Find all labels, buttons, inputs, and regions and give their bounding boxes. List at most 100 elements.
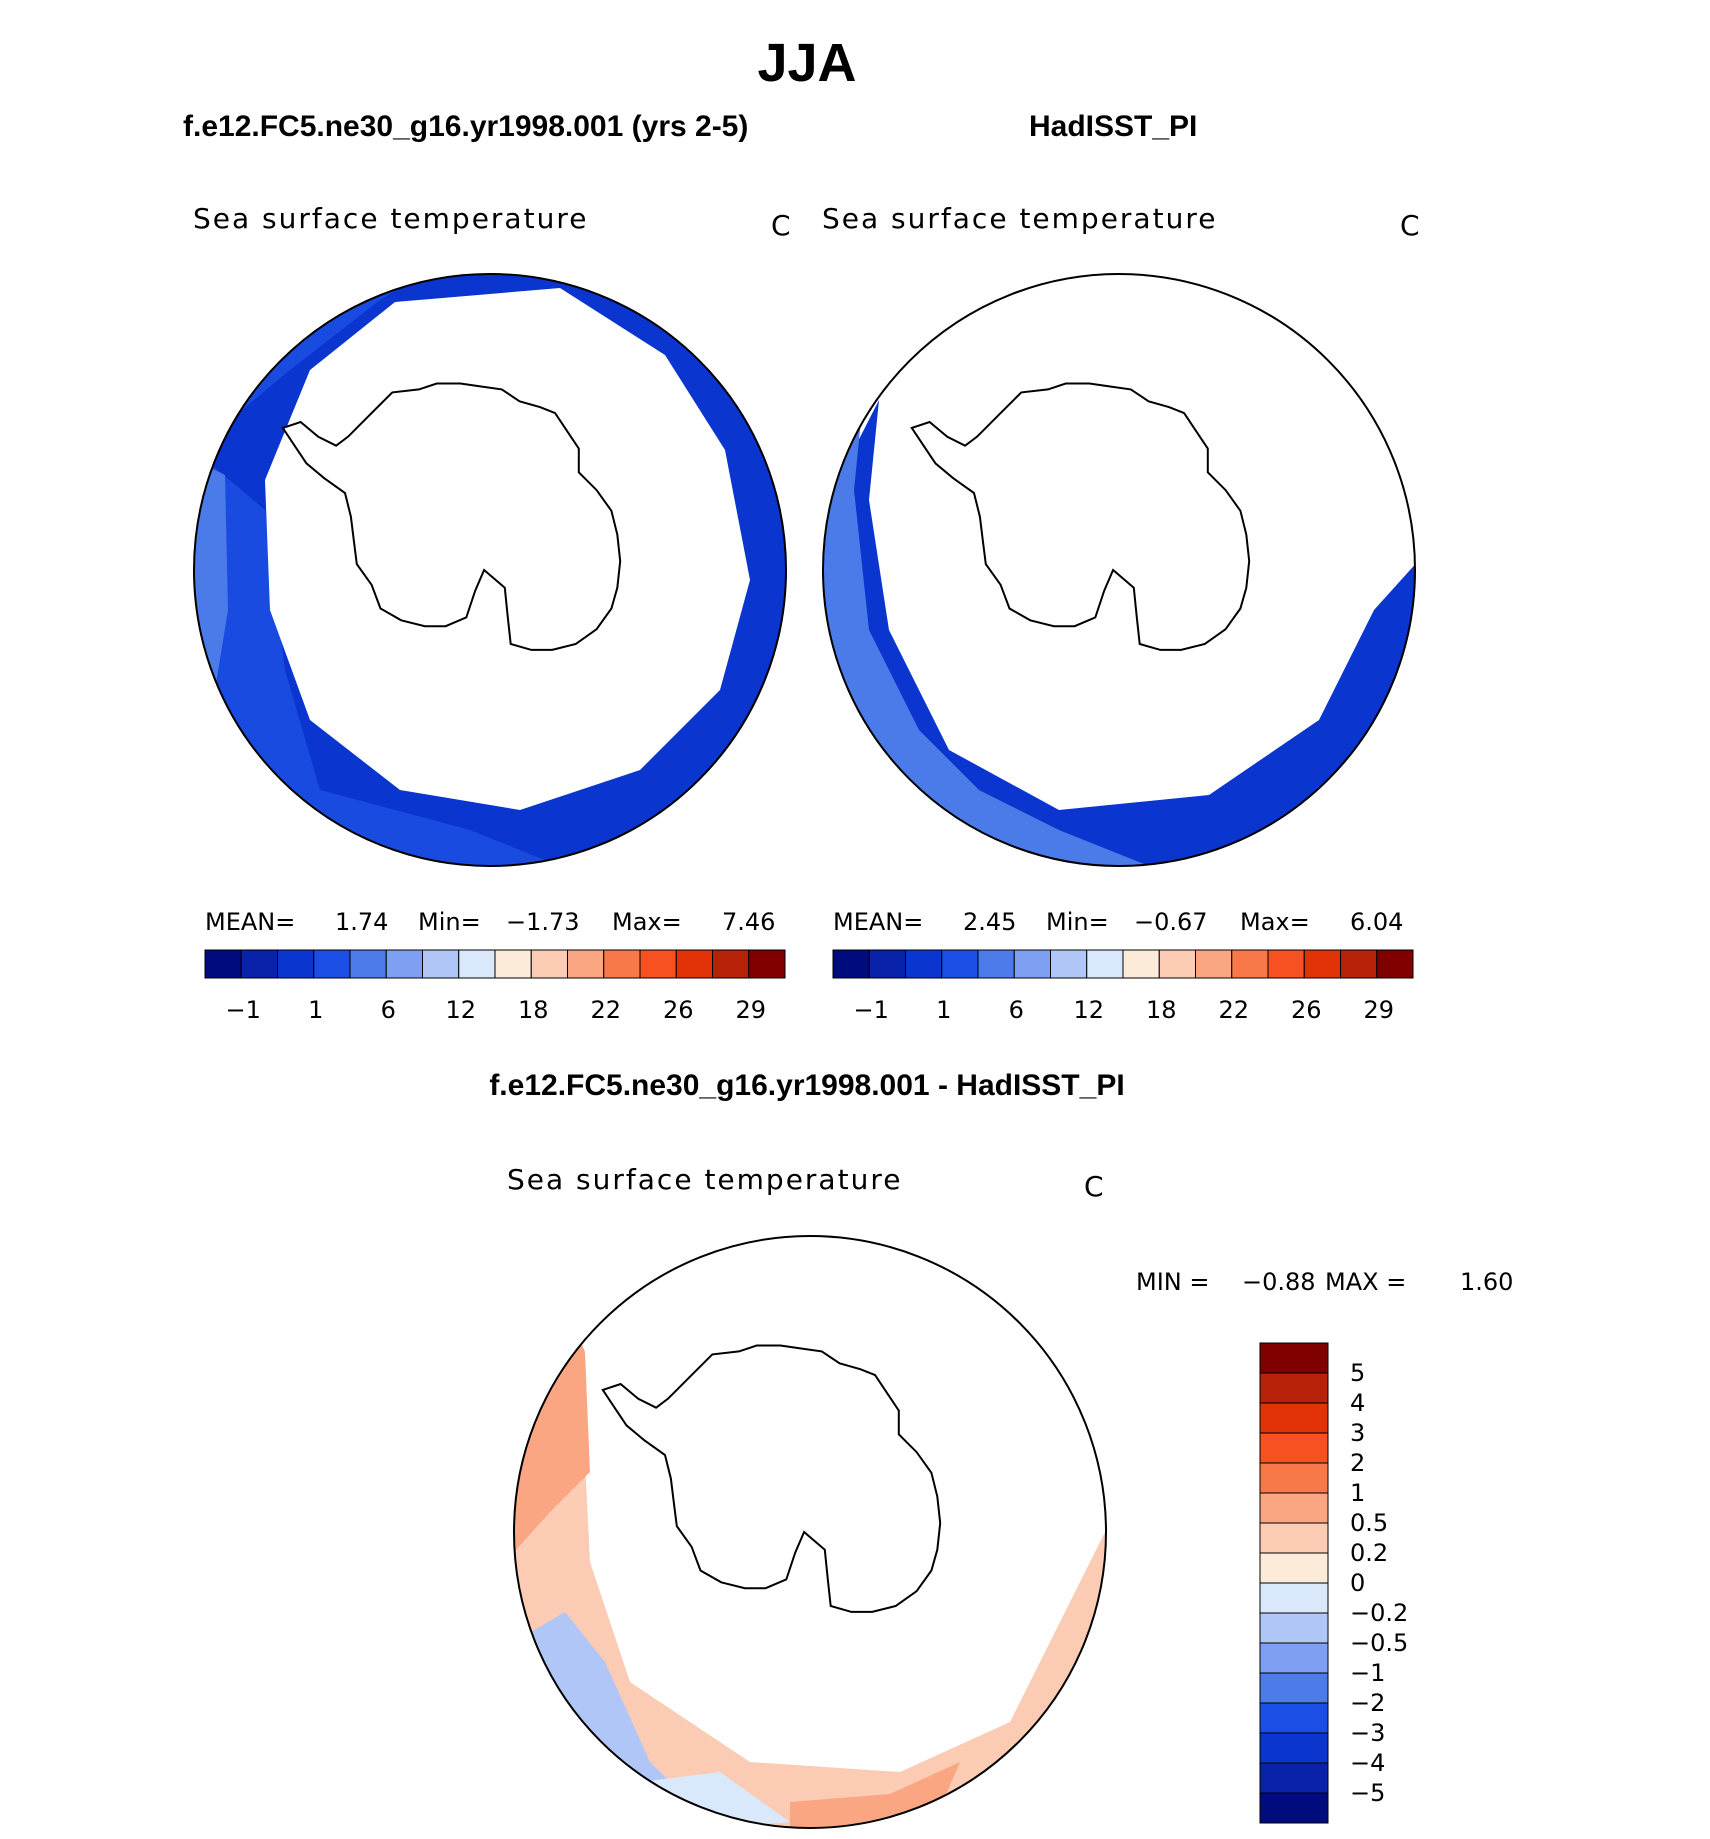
colorbar-swatch-5: [385, 949, 423, 979]
colorbar-swatch-2: [905, 949, 943, 979]
antarctica-coastline: [910, 382, 1251, 651]
diff-colorbar-swatch-15: [1259, 1792, 1329, 1824]
colorbar-swatch-5: [1013, 949, 1051, 979]
right-min-label: Min=: [1046, 908, 1109, 936]
colorbar-swatch-13: [675, 949, 713, 979]
left-colorbar-content: −1 1 6 12 18 22 26 29: [204, 949, 786, 1024]
colorbar-swatch-10: [1195, 949, 1233, 979]
diff-colorbar-swatch-12: [1259, 1702, 1329, 1734]
diff-colorbar-tick-label: 0.2: [1350, 1539, 1388, 1567]
left-mean-value: 1.74: [335, 908, 389, 936]
right-colorbar-content: −1 1 6 12 18 22 26 29: [832, 949, 1414, 1024]
colorbar-tick-label: 1: [936, 996, 951, 1024]
left-map-content: [193, 273, 787, 867]
diff-colorbar-swatch-13: [1259, 1732, 1329, 1764]
colorbar-swatch-0: [832, 949, 870, 979]
diff-colorbar-tick-label: 4: [1350, 1389, 1365, 1417]
right-mean-value: 2.45: [963, 908, 1017, 936]
colorbar-tick-label: 22: [1218, 996, 1249, 1024]
diff-colorbar-swatch-0: [1259, 1342, 1329, 1374]
diff-variable-label: Sea surface temperature: [507, 1163, 903, 1196]
diff-colorbar-tick-label: −0.2: [1350, 1599, 1408, 1627]
diff-colorbar-tick-label: 0: [1350, 1569, 1365, 1597]
right-max-label: Max=: [1240, 908, 1310, 936]
diff-colorbar-swatch-11: [1259, 1672, 1329, 1704]
right-colorbar: −1 1 6 12 18 22 26 29: [832, 949, 1414, 1024]
colorbar-swatch-10: [567, 949, 605, 979]
colorbar-tick-label: 18: [518, 996, 549, 1024]
diff-colorbar-swatch-2: [1259, 1402, 1329, 1434]
colorbar-tick-label: 29: [735, 996, 766, 1024]
main-title: JJA: [757, 33, 857, 93]
left-max-value: 7.46: [722, 908, 776, 936]
diff-colorbar-swatch-5: [1259, 1492, 1329, 1524]
colorbar-swatch-11: [603, 949, 641, 979]
colorbar-tick-label: 26: [663, 996, 694, 1024]
diff-colorbar-tick-label: −1: [1350, 1659, 1385, 1687]
colorbar-swatch-7: [458, 949, 496, 979]
colorbar-swatch-9: [530, 949, 568, 979]
right-max-value: 6.04: [1350, 908, 1404, 936]
colorbar-swatch-12: [639, 949, 677, 979]
left-unit-label: C: [771, 209, 791, 242]
diff-colorbar-tick-label: 5: [1350, 1359, 1365, 1387]
diff-colorbar-tick-label: 2: [1350, 1449, 1365, 1477]
colorbar-swatch-6: [422, 949, 460, 979]
colorbar-tick-label: 18: [1146, 996, 1177, 1024]
left-min-value: −1.73: [506, 908, 580, 936]
diff-max-label: MAX =: [1325, 1268, 1407, 1296]
colorbar-swatch-1: [240, 949, 278, 979]
colorbar-swatch-14: [1340, 949, 1378, 979]
left-variable-label: Sea surface temperature: [193, 202, 589, 235]
colorbar-tick-label: 12: [445, 996, 476, 1024]
diff-panel-title: f.e12.FC5.ne30_g16.yr1998.001 - HadISST_…: [489, 1069, 1125, 1102]
sst-band-1: [823, 390, 1159, 866]
left-max-label: Max=: [612, 908, 682, 936]
left-min-label: Min=: [418, 908, 481, 936]
colorbar-swatch-14: [712, 949, 750, 979]
map-boundary-circle: [822, 273, 1416, 867]
colorbar-swatch-0: [204, 949, 242, 979]
colorbar-swatch-1: [868, 949, 906, 979]
diff-colorbar-tick-label: −4: [1350, 1749, 1385, 1777]
left-polar-map: [193, 273, 787, 867]
diff-colorbar-tick-label: 3: [1350, 1419, 1365, 1447]
colorbar-tick-label: 6: [381, 996, 396, 1024]
colorbar-tick-label: 26: [1291, 996, 1322, 1024]
colorbar-swatch-2: [277, 949, 315, 979]
diff-colorbar-tick-label: −5: [1350, 1779, 1385, 1807]
diff-max-value: 1.60: [1460, 1268, 1514, 1296]
left-colorbar: −1 1 6 12 18 22 26 29: [204, 949, 786, 1024]
left-mean-label: MEAN=: [205, 908, 296, 936]
right-panel-title: HadISST_PI: [1029, 110, 1198, 143]
colorbar-tick-label: 12: [1073, 996, 1104, 1024]
diff-colorbar-swatch-10: [1259, 1642, 1329, 1674]
right-mean-label: MEAN=: [833, 908, 924, 936]
antarctica-coastline: [601, 1344, 942, 1613]
diff-colorbar-tick-label: 1: [1350, 1479, 1365, 1507]
sst-band-1: [194, 274, 570, 866]
right-unit-label: C: [1400, 209, 1420, 242]
diff-colorbar-tick-label: −3: [1350, 1719, 1385, 1747]
right-map-content: [822, 273, 1416, 867]
diff-colorbar-tick-label: −0.5: [1350, 1629, 1408, 1657]
colorbar-swatch-11: [1231, 949, 1269, 979]
diff-polar-map: [513, 1235, 1107, 1829]
colorbar-tick-label: 29: [1363, 996, 1394, 1024]
map-boundary-circle: [513, 1235, 1107, 1829]
colorbar-swatch-15: [748, 949, 786, 979]
colorbar-swatch-12: [1267, 949, 1305, 979]
colorbar-swatch-3: [941, 949, 979, 979]
diff-colorbar-swatch-1: [1259, 1372, 1329, 1404]
colorbar-swatch-7: [1086, 949, 1124, 979]
colorbar-tick-label: 6: [1009, 996, 1024, 1024]
sst-band-1: [514, 1302, 590, 1552]
antarctica-coastline: [281, 382, 622, 651]
diff-colorbar-swatch-3: [1259, 1432, 1329, 1464]
colorbar-swatch-8: [1122, 949, 1160, 979]
diff-min-label: MIN =: [1136, 1268, 1210, 1296]
colorbar-swatch-4: [977, 949, 1015, 979]
colorbar-tick-label: 1: [308, 996, 323, 1024]
